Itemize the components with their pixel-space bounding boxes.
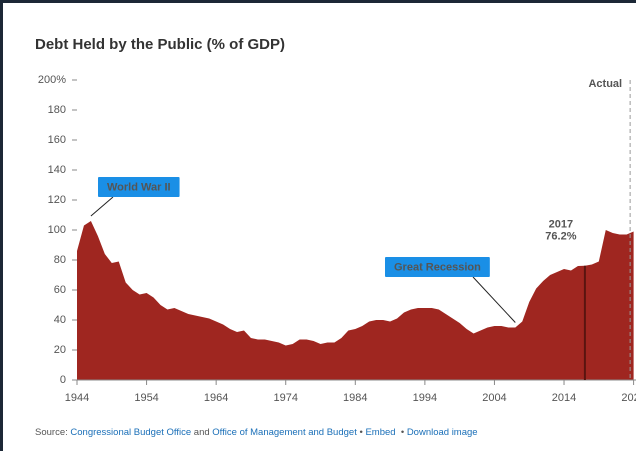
callout-label: Great Recession [394,261,481,273]
callout-box [98,177,180,197]
link[interactable]: Congressional Budget Office [70,427,192,438]
card: Debt Held by the Public (% of GDP) 0 20 40… [3,3,636,451]
y-tick-label: 100 [48,224,66,236]
separator: • [400,427,405,438]
download-link[interactable]: Download image [406,427,478,438]
actual-label: Actual [588,78,622,90]
x-tick-label: 1994 [413,392,437,404]
x-tick-label: 1974 [273,392,297,404]
y-tick-label: 180 [48,104,66,116]
callout-line [90,196,114,217]
x-tick-label: 2014 [552,392,576,404]
y-tick-label: 40 [54,314,66,326]
source-label: Source: [35,427,68,438]
area [77,221,634,380]
callout-line [472,276,516,323]
y-tick-label: 200% [38,74,66,86]
y-tick-label: 160 [48,134,66,146]
chart: Debt Held by the Public (% of GDP) 0 20 40… [35,36,636,404]
y-tick-label: 80 [54,254,66,266]
y-tick-label: 60 [54,284,66,296]
x-tick-label: 1954 [134,392,158,404]
chart-title: Debt Held by the Public (% of GDP) [35,36,285,53]
x-tick-label: 1964 [204,392,228,404]
y-tick-label: 0 [60,374,66,386]
y-tick-label: 20 [54,344,66,356]
y-tick-label: 140 [48,164,66,176]
x-tick-label: 2024 [621,392,636,404]
link[interactable]: Office of Management and Budget [212,427,357,438]
highlight-value: 76.2% [545,231,576,243]
text: and [193,427,210,438]
separator: • [359,427,363,438]
embed-link[interactable]: Embed [365,427,396,438]
x-tick-label: 2004 [482,392,506,404]
highlight-year: 2017 [549,219,573,231]
y-tick-label: 120 [48,194,66,206]
x-tick-label: 1944 [65,392,89,404]
x-tick-label: 1984 [343,392,367,404]
callout-label: World War II [107,181,171,193]
callout-box [385,257,490,277]
footer: Source: Congressional Budget Office and … [35,427,478,438]
